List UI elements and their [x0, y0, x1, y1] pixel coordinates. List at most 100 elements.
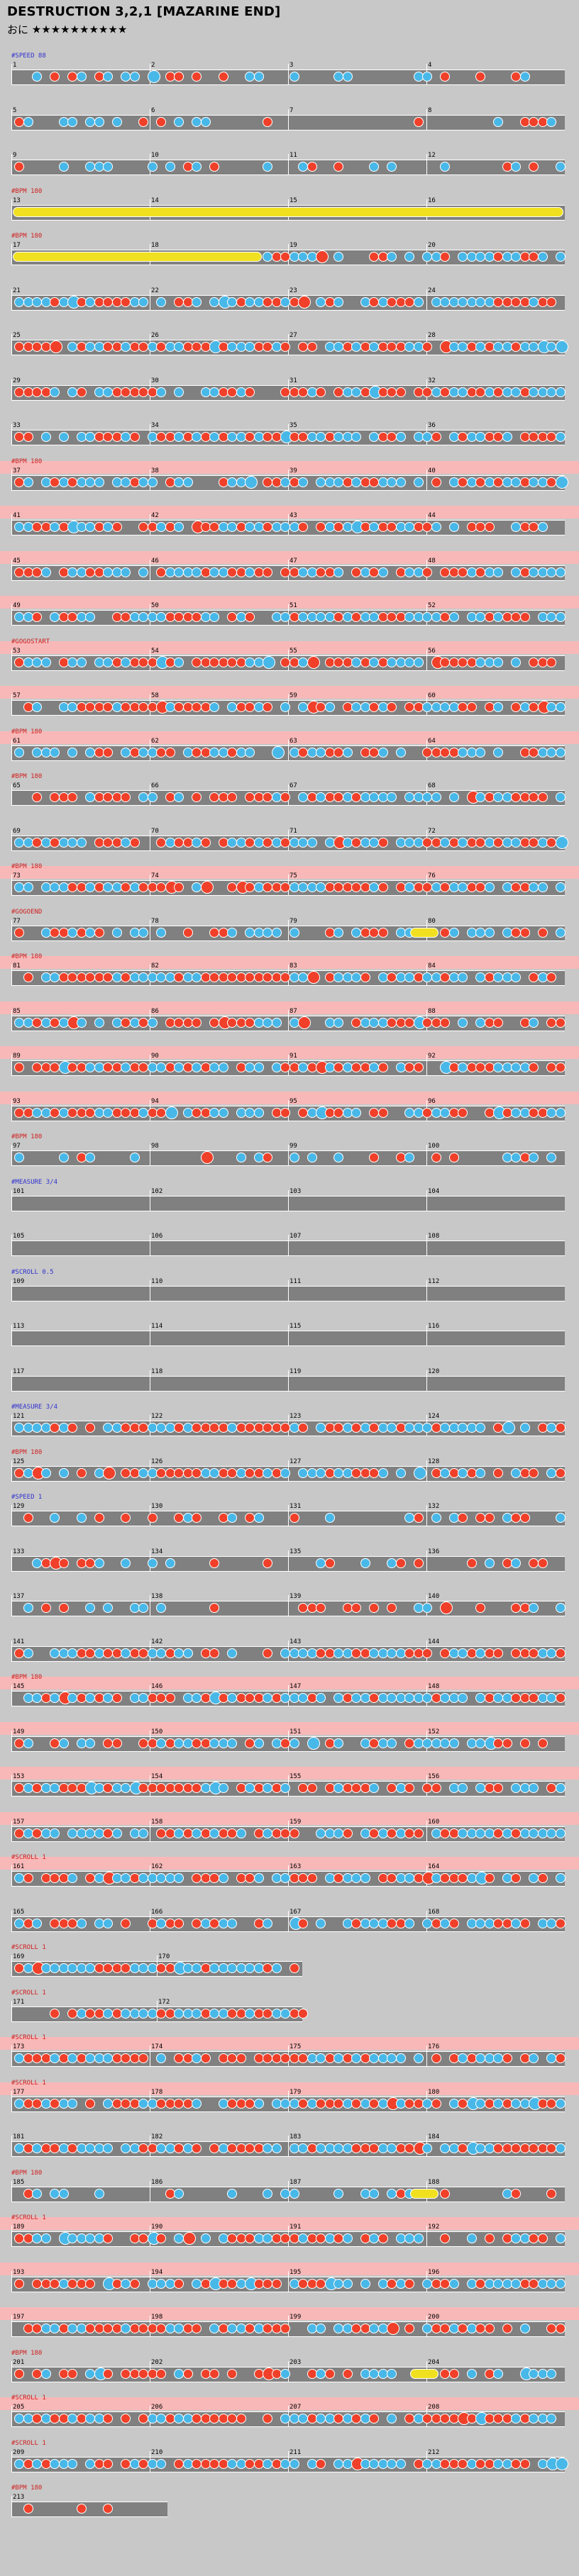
ka-note	[475, 1783, 485, 1793]
don-note	[493, 1918, 503, 1928]
ka-note	[511, 162, 521, 172]
ka-note	[174, 1062, 184, 1072]
measure-number: 167	[290, 1908, 302, 1916]
don-note	[245, 1423, 255, 1433]
ka-note	[192, 2008, 202, 2019]
measure-number: 26	[151, 332, 159, 339]
measure-number: 182	[151, 2133, 163, 2141]
barline	[11, 64, 12, 85]
chart-row: 181 182 183 184	[0, 2121, 579, 2167]
ka-note	[14, 522, 24, 532]
ka-note	[40, 432, 51, 442]
don-note	[245, 1873, 255, 1883]
ka-note	[493, 972, 503, 982]
ka-note	[475, 2098, 485, 2109]
barline	[288, 1189, 289, 1211]
don-note	[537, 792, 548, 802]
ka-note	[404, 792, 414, 802]
ka-note	[23, 1738, 33, 1748]
ka-note	[537, 882, 548, 892]
don-note	[111, 1738, 122, 1748]
measure-number: 201	[13, 2358, 25, 2366]
don-note	[67, 2143, 77, 2153]
measure-number: 96	[428, 1097, 436, 1105]
ka-note	[440, 1467, 450, 1478]
ka-note	[50, 972, 60, 982]
song-title: DESTRUCTION 3,2,1 [MAZARINE END]	[7, 4, 281, 19]
don-note	[156, 1783, 166, 1793]
ka-note	[103, 1107, 113, 1118]
ka-note	[475, 1693, 485, 1703]
ka-note	[351, 342, 361, 352]
chart-row: #BPM 180 201 202 203 204	[0, 2347, 579, 2392]
ka-note	[14, 296, 24, 307]
ka-note	[209, 296, 219, 307]
measure-number: 90	[151, 1053, 159, 1060]
measure-number: 178	[151, 2088, 163, 2096]
ka-note	[422, 1423, 432, 1433]
measure-number: 176	[428, 2043, 440, 2050]
measure-number: 2	[151, 62, 155, 69]
chart-row: 41 42 43 44	[0, 500, 579, 545]
measure-number: 203	[290, 2358, 302, 2366]
don-note	[289, 1513, 299, 1523]
don-note	[192, 612, 202, 622]
ka-note	[263, 252, 272, 262]
ka-note	[32, 2233, 42, 2243]
ka-note	[387, 657, 397, 667]
don-note	[511, 296, 521, 307]
ka-note	[307, 1736, 320, 1750]
don-note	[245, 1513, 255, 1523]
ka-note	[121, 747, 131, 757]
ka-note	[387, 2458, 397, 2469]
ka-note	[529, 387, 539, 397]
ka-note	[369, 1918, 379, 1928]
ka-note	[458, 1017, 468, 1028]
don-note	[174, 2278, 184, 2289]
don-note	[493, 1738, 503, 1748]
ka-note	[475, 1017, 485, 1028]
don-note	[85, 2324, 95, 2333]
don-note	[351, 882, 361, 892]
don-note	[227, 2414, 237, 2424]
don-note	[493, 2143, 503, 2153]
ka-note	[395, 477, 406, 487]
ka-note	[422, 2143, 432, 2153]
ka-note	[369, 162, 379, 172]
don-note	[529, 1648, 539, 1658]
don-note	[431, 1783, 441, 1793]
ka-note	[50, 1783, 60, 1793]
ka-note	[448, 612, 459, 622]
ka-note	[271, 1963, 282, 1973]
ka-note	[85, 1603, 95, 1613]
ka-note	[413, 477, 424, 487]
measure-number: 9	[13, 152, 17, 159]
barline	[11, 1730, 12, 1752]
measure-number: 133	[13, 1548, 25, 1555]
ka-note	[85, 2368, 95, 2379]
ka-note	[103, 72, 113, 82]
chart-row: 113 114 115 116	[0, 1311, 579, 1356]
ka-note	[448, 522, 459, 532]
don-note	[138, 2458, 148, 2469]
ka-note	[395, 2458, 406, 2469]
ka-note	[404, 612, 414, 622]
ka-note	[387, 1558, 397, 1568]
don-note	[245, 702, 255, 712]
don-note	[493, 387, 503, 397]
barline	[11, 2406, 12, 2427]
don-note	[333, 1423, 343, 1433]
ka-note	[147, 162, 158, 172]
don-note	[369, 1693, 379, 1703]
barline	[11, 2226, 12, 2247]
ka-note	[14, 882, 24, 892]
ka-note	[475, 2143, 485, 2153]
ka-note	[121, 1062, 131, 1072]
don-note	[121, 2098, 131, 2109]
ka-note	[546, 2278, 556, 2289]
ka-note	[121, 2278, 131, 2289]
ka-note	[404, 1918, 414, 1928]
ka-note	[546, 387, 556, 397]
don-note	[209, 2143, 219, 2153]
don-note	[440, 612, 450, 622]
